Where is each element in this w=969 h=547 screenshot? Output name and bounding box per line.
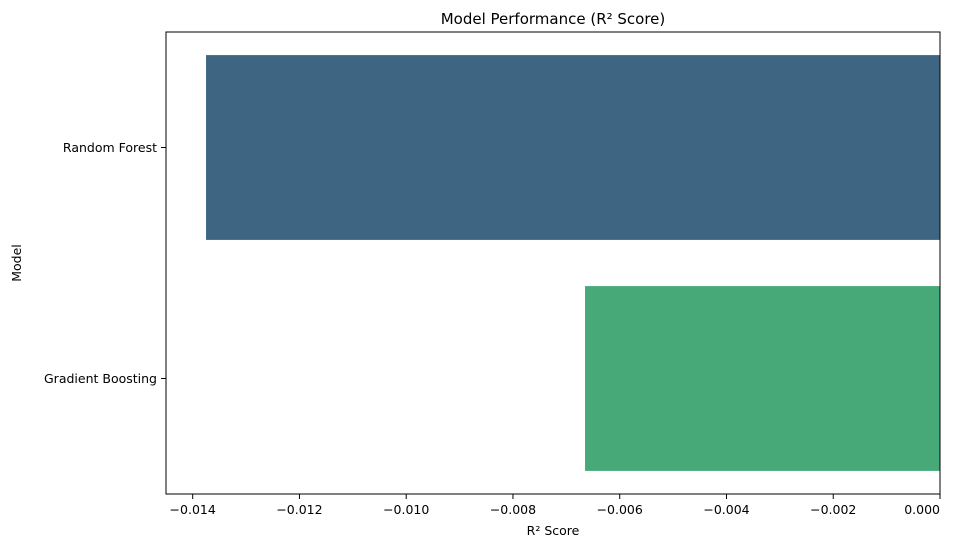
x-tick-label: −0.008 <box>490 502 536 517</box>
x-tick-label: −0.002 <box>810 502 856 517</box>
plot-frame <box>165 31 941 495</box>
x-axis-label: R² Score <box>527 523 580 538</box>
x-tick-label: −0.014 <box>170 502 216 517</box>
chart-title: Model Performance (R² Score) <box>441 10 666 28</box>
bars-layer <box>206 55 940 471</box>
x-tick-label: −0.004 <box>703 502 749 517</box>
x-tick-label: −0.006 <box>597 502 643 517</box>
y-tick-label: Gradient Boosting <box>44 371 157 386</box>
y-axis: Random Forest Gradient Boosting <box>44 140 166 386</box>
bar-gradient-boosting <box>585 286 940 471</box>
x-tick-label: −0.010 <box>383 502 429 517</box>
x-axis: −0.014 −0.012 −0.010 −0.008 −0.006 −0.004 −0.0… <box>170 494 941 517</box>
y-tick-label: Random Forest <box>63 140 157 155</box>
x-tick-label: −0.012 <box>276 502 322 517</box>
bar-random-forest <box>206 55 940 240</box>
y-axis-label: Model <box>9 244 24 282</box>
x-tick-label: 0.000 <box>904 502 940 517</box>
